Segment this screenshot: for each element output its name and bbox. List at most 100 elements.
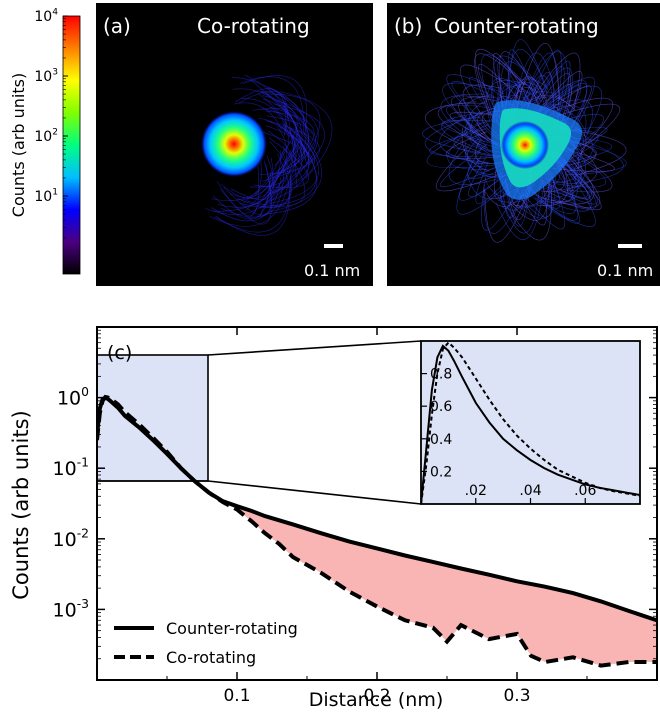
panel-b-trajectory <box>551 153 601 208</box>
y-tick-label-base: 10 <box>57 388 81 410</box>
inset-chart: .02 .04 .06 0.2 0.4 0.6 0.8 <box>420 340 641 505</box>
panel-a-trajectory <box>244 74 314 136</box>
panel-b-trajectory <box>458 96 495 142</box>
y-tick-label-exponent: -1 <box>77 456 89 470</box>
colorbar-tick-label: 102 <box>34 128 58 145</box>
panel-a-trajectory <box>269 128 320 204</box>
panel-a: (a) Co-rotating 0.1 nm <box>96 3 373 286</box>
y-tick-label: 100 <box>57 385 89 410</box>
x-tick-label: 0.2 <box>363 686 390 706</box>
panel-b-trajectory <box>474 48 526 121</box>
y-tick-label: 10-3 <box>53 597 90 622</box>
panel-b-trajectory <box>512 52 557 110</box>
colorbar-tick-label-exponent: 1 <box>52 188 58 198</box>
panel-b-trajectory <box>469 77 517 138</box>
inset-y-tick-label: 0.2 <box>430 464 452 480</box>
inset-y-tick-label: 0.4 <box>430 432 452 448</box>
panel-b-trajectory <box>543 150 599 205</box>
panel-b-trajectory <box>518 175 557 209</box>
series-counter-rotating-line <box>97 395 657 623</box>
inset-ticks: .02 .04 .06 0.2 0.4 0.6 0.8 <box>421 367 596 504</box>
panel-b-trajectory <box>451 81 508 139</box>
panel-b-trajectory <box>462 84 502 134</box>
colorbar-label: Counts (arb units) <box>9 73 28 217</box>
panel-a-trajectories <box>205 74 333 236</box>
y-axis-label: Counts (arb units) <box>9 410 33 600</box>
panel-b-trajectory <box>534 82 588 129</box>
y-tick-label: 10-2 <box>53 526 90 551</box>
panel-b-trajectory <box>466 147 503 177</box>
panel-b-trajectory <box>546 99 593 137</box>
panel-a-scalebar <box>324 244 343 248</box>
panel-a-trajectory <box>210 174 273 201</box>
panel-a-trajectory <box>245 149 292 212</box>
panel-a-trajectory <box>249 140 288 188</box>
panel-b: (b) Counter-rotating 0.1 nm <box>387 3 660 286</box>
panel-b-trajectory <box>441 112 494 153</box>
inset-y-tick-label: 0.8 <box>430 367 452 383</box>
panel-a-trajectory <box>252 108 298 156</box>
panel-a-trajectory <box>205 182 281 215</box>
panel-b-trajectory <box>460 64 513 129</box>
x-tick-label: 0.1 <box>223 686 250 706</box>
panel-b-trajectory <box>516 173 555 219</box>
inset-series-co-rotating-line <box>421 341 640 504</box>
colorbar-tick-label-base: 10 <box>34 69 52 85</box>
panel-c-tag: (c) <box>107 342 132 364</box>
legend-label-co-rotating: Co-rotating <box>166 648 256 667</box>
panel-a-trajectory <box>272 123 315 193</box>
panel-b-trajectory <box>537 163 568 206</box>
colorbar-tick-label: 104 <box>34 8 58 25</box>
panel-a-trajectory <box>265 125 306 177</box>
y-tick-label-exponent: -3 <box>77 597 89 611</box>
panel-b-title: Counter-rotating <box>434 14 599 38</box>
panel-a-trajectory <box>239 76 305 132</box>
panel-b-trajectory <box>549 103 621 150</box>
inset-x-tick-label: .02 <box>465 483 487 499</box>
panel-b-trajectory <box>448 144 499 185</box>
panel-a-trajectory <box>262 134 317 208</box>
panel-a-trajectory <box>274 104 325 178</box>
panel-a-trajectory <box>230 155 275 200</box>
panel-b-trajectory <box>449 111 506 147</box>
panel-a-scalebar-label: 0.1 nm <box>304 261 360 280</box>
panel-a-trajectory <box>232 88 297 126</box>
panel-b-tag: (b) <box>394 14 422 38</box>
panel-a-trajectory <box>241 150 281 201</box>
inset-background <box>420 340 641 505</box>
inset-y-tick-label: 0.6 <box>430 399 452 415</box>
panel-a-trajectory <box>270 125 303 196</box>
panel-a-trajectory <box>247 145 306 207</box>
colorbar-tick-label-base: 10 <box>34 9 52 25</box>
panel-b-trajectory <box>531 158 580 224</box>
panel-a-trajectory <box>266 115 316 175</box>
panel-a-trajectory <box>212 171 271 220</box>
panel-b-trajectory <box>527 52 581 112</box>
panel-b-trajectory <box>483 181 529 234</box>
fill-between-series <box>97 397 657 666</box>
panel-a-trajectory <box>269 121 320 179</box>
panel-b-trajectory <box>486 80 521 122</box>
panel-a-trajectory <box>265 120 296 175</box>
panel-a-heatmap-blob <box>201 111 267 177</box>
panel-b-trajectory <box>565 140 598 190</box>
panel-a-trajectory <box>236 153 290 208</box>
panel-b-heatmap-blob <box>501 121 549 169</box>
panel-b-trajectory <box>478 63 523 133</box>
panel-b-trajectory <box>456 164 514 215</box>
panel-b-trajectory <box>544 85 603 133</box>
panel-b-trajectory <box>492 55 537 112</box>
panel-b-trajectory <box>445 131 508 159</box>
panel-b-trajectory <box>446 74 505 136</box>
y-tick-label-base: 10 <box>53 458 77 480</box>
panel-b-trajectory <box>554 144 606 188</box>
colorbar-tick-label-exponent: 2 <box>52 128 58 138</box>
panel-b-trajectory <box>505 48 549 111</box>
panel-b-trajectory <box>515 42 560 110</box>
panel-a-trajectory <box>229 157 274 199</box>
y-tick-label-exponent: 0 <box>81 385 89 399</box>
panel-a-trajectory <box>262 95 303 162</box>
panel-b-scalebar-label: 0.1 nm <box>597 261 653 280</box>
panel-b-trajectory <box>439 144 514 188</box>
